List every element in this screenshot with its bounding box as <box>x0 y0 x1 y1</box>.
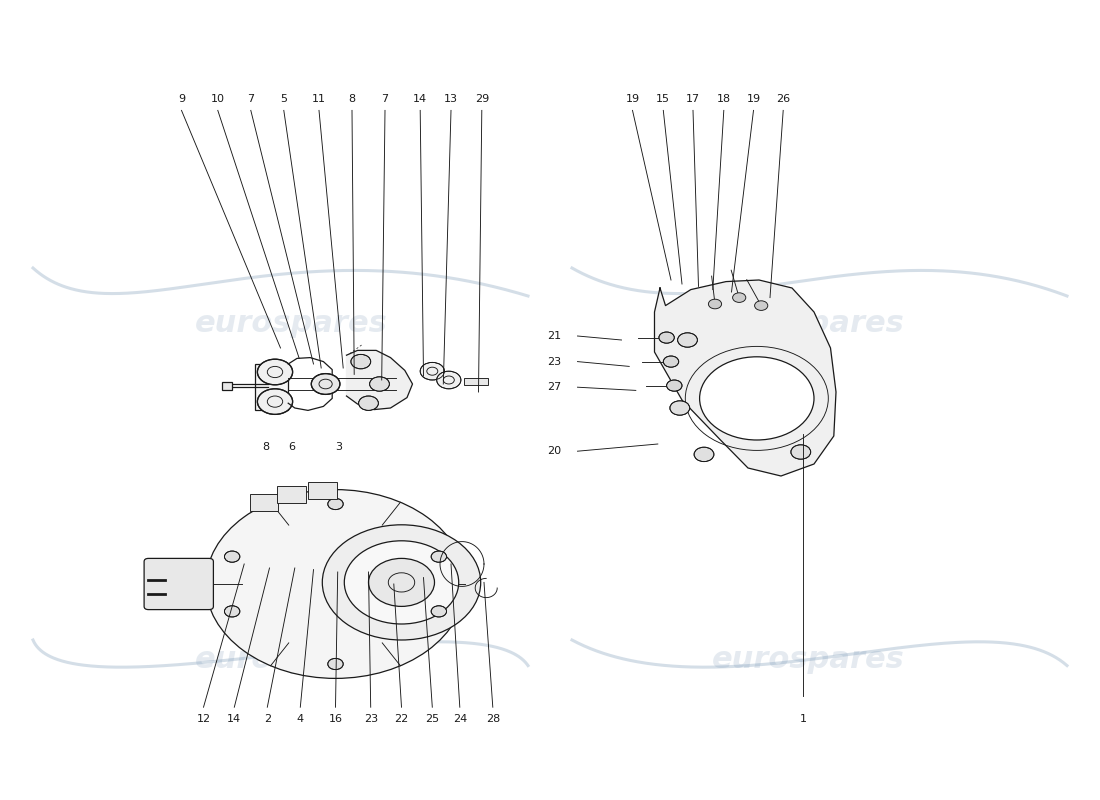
Text: 29: 29 <box>475 94 488 104</box>
Text: 5: 5 <box>280 94 287 104</box>
Circle shape <box>733 293 746 302</box>
Polygon shape <box>654 280 836 476</box>
Text: 26: 26 <box>777 94 790 104</box>
Circle shape <box>224 551 240 562</box>
Text: 27: 27 <box>547 382 561 392</box>
Circle shape <box>791 445 811 459</box>
Text: 10: 10 <box>211 94 224 104</box>
FancyBboxPatch shape <box>308 482 337 499</box>
Text: 18: 18 <box>717 94 730 104</box>
Circle shape <box>694 447 714 462</box>
Text: 4: 4 <box>297 714 304 723</box>
Circle shape <box>700 357 814 440</box>
Circle shape <box>420 362 444 380</box>
Polygon shape <box>346 350 412 410</box>
Text: 2: 2 <box>264 714 271 723</box>
Text: 23: 23 <box>547 357 561 366</box>
Circle shape <box>670 401 690 415</box>
Text: 12: 12 <box>197 714 210 723</box>
Circle shape <box>224 606 240 617</box>
Text: 25: 25 <box>426 714 439 723</box>
Circle shape <box>328 498 343 510</box>
Text: 7: 7 <box>382 94 388 104</box>
Circle shape <box>708 299 722 309</box>
Text: 13: 13 <box>444 94 458 104</box>
Text: 19: 19 <box>626 94 639 104</box>
Text: 23: 23 <box>364 714 377 723</box>
Text: 24: 24 <box>453 714 466 723</box>
FancyBboxPatch shape <box>144 558 213 610</box>
Circle shape <box>344 541 459 624</box>
Text: 17: 17 <box>686 94 700 104</box>
Circle shape <box>328 658 343 670</box>
Circle shape <box>659 332 674 343</box>
Circle shape <box>370 377 389 391</box>
FancyBboxPatch shape <box>255 364 288 410</box>
Circle shape <box>368 558 434 606</box>
Text: 15: 15 <box>657 94 670 104</box>
Circle shape <box>663 356 679 367</box>
Circle shape <box>322 525 481 640</box>
Text: eurospares: eurospares <box>712 646 905 674</box>
FancyBboxPatch shape <box>222 382 232 390</box>
Text: 20: 20 <box>547 446 561 456</box>
FancyBboxPatch shape <box>277 486 306 503</box>
Text: 6: 6 <box>288 442 295 451</box>
Text: 14: 14 <box>228 714 241 723</box>
Text: 22: 22 <box>395 714 408 723</box>
Circle shape <box>257 389 293 414</box>
Circle shape <box>257 359 293 385</box>
Text: 9: 9 <box>178 94 185 104</box>
Text: 3: 3 <box>336 442 342 451</box>
Circle shape <box>359 396 378 410</box>
Text: eurospares: eurospares <box>195 646 388 674</box>
Circle shape <box>311 374 340 394</box>
Circle shape <box>431 551 447 562</box>
Text: 7: 7 <box>248 94 254 104</box>
FancyBboxPatch shape <box>464 378 488 385</box>
FancyBboxPatch shape <box>250 494 278 511</box>
Text: 11: 11 <box>312 94 326 104</box>
Circle shape <box>206 490 465 678</box>
Text: eurospares: eurospares <box>195 310 388 338</box>
Text: eurospares: eurospares <box>712 310 905 338</box>
Text: 19: 19 <box>747 94 760 104</box>
Circle shape <box>431 606 447 617</box>
Text: 14: 14 <box>414 94 427 104</box>
Circle shape <box>351 354 371 369</box>
Circle shape <box>755 301 768 310</box>
Text: 8: 8 <box>263 442 270 451</box>
Text: 16: 16 <box>329 714 342 723</box>
Circle shape <box>437 371 461 389</box>
Text: 8: 8 <box>349 94 355 104</box>
Circle shape <box>678 333 697 347</box>
Text: 21: 21 <box>547 331 561 341</box>
Circle shape <box>667 380 682 391</box>
Text: 1: 1 <box>800 714 806 723</box>
Text: 28: 28 <box>486 714 499 723</box>
